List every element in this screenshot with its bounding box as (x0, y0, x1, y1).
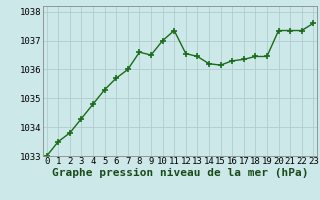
X-axis label: Graphe pression niveau de la mer (hPa): Graphe pression niveau de la mer (hPa) (52, 168, 308, 178)
